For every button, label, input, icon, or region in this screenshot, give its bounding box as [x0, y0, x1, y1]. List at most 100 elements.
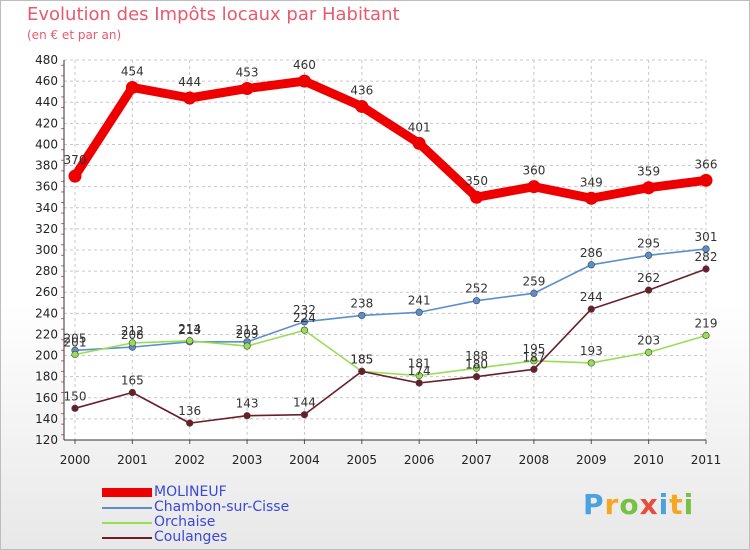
data-point-coulanges: [243, 412, 251, 420]
data-label-orchaise: 185: [350, 352, 373, 366]
data-label-orchaise: 181: [408, 357, 431, 371]
data-label-coulanges: 187: [522, 350, 545, 364]
legend-swatch: [102, 522, 152, 524]
data-label-molineuf: 349: [580, 175, 603, 189]
legend-swatch: [102, 488, 152, 497]
y-tick-label: 420: [35, 116, 58, 130]
data-point-coulanges: [186, 419, 194, 427]
data-label-chambon-sur-cisse: 205: [64, 331, 87, 345]
y-tick-label: 120: [35, 433, 58, 447]
x-tick-label: 2003: [232, 453, 263, 467]
data-point-molineuf: [240, 82, 254, 95]
data-label-chambon-sur-cisse: 213: [178, 323, 201, 337]
data-point-chambon-sur-cisse: [415, 308, 423, 316]
data-label-molineuf: 444: [178, 75, 201, 89]
data-point-orchaise: [186, 337, 194, 345]
y-tick-label: 400: [35, 137, 58, 151]
chart-subtitle: (en € et par an): [27, 28, 122, 42]
data-label-orchaise: 214: [178, 322, 201, 336]
data-label-chambon-sur-cisse: 208: [121, 328, 144, 342]
data-point-orchaise: [128, 339, 136, 347]
series-line-orchaise: [74, 329, 707, 377]
data-point-coulanges: [645, 286, 653, 294]
data-label-orchaise: 209: [236, 327, 259, 341]
logo-letter: i: [683, 488, 695, 521]
data-label-molineuf: 370: [64, 153, 87, 167]
data-point-orchaise: [243, 342, 251, 350]
y-tick-label: 260: [35, 285, 58, 299]
data-point-orchaise: [472, 364, 481, 372]
data-label-molineuf: 436: [350, 83, 373, 97]
data-label-coulanges: 180: [465, 358, 488, 372]
data-label-chambon-sur-cisse: 286: [580, 246, 603, 260]
series-line-chambon-sur-cisse: [74, 248, 707, 352]
data-label-molineuf: 366: [695, 157, 718, 171]
x-tick-label: 2007: [461, 453, 492, 467]
data-label-orchaise: 195: [522, 342, 545, 356]
y-tick-label: 380: [35, 159, 58, 173]
data-point-molineuf: [699, 173, 713, 187]
legend-swatch: [102, 507, 152, 509]
chart-title: Evolution des Impôts locaux par Habitant: [27, 4, 400, 25]
data-point-coulanges: [530, 365, 538, 373]
data-label-molineuf: 401: [408, 120, 431, 134]
legend-label: MOLINEUF: [154, 484, 227, 500]
data-point-coulanges: [472, 373, 481, 381]
y-tick-label: 300: [35, 243, 58, 257]
y-tick-label: 140: [35, 412, 58, 426]
y-tick-label: 480: [35, 53, 58, 67]
data-point-chambon-sur-cisse: [702, 245, 710, 253]
data-point-coulanges: [300, 411, 309, 419]
y-tick-label: 200: [35, 349, 58, 363]
data-point-chambon-sur-cisse: [530, 289, 538, 297]
data-label-coulanges: 174: [408, 364, 431, 378]
y-tick-label: 240: [35, 306, 58, 320]
data-label-orchaise: 188: [465, 349, 488, 363]
legend-label: Coulanges: [154, 529, 228, 545]
data-label-chambon-sur-cisse: 241: [408, 293, 431, 307]
data-point-coulanges: [358, 367, 366, 375]
data-label-chambon-sur-cisse: 301: [695, 230, 718, 244]
data-label-coulanges: 144: [293, 396, 316, 410]
data-label-molineuf: 350: [465, 174, 488, 188]
x-tick-label: 2002: [174, 453, 205, 467]
data-point-orchaise: [702, 331, 710, 340]
y-tick-label: 360: [35, 180, 58, 194]
data-label-coulanges: 282: [695, 250, 718, 264]
data-label-orchaise: 224: [293, 311, 316, 325]
data-point-orchaise: [415, 372, 423, 380]
data-point-coulanges: [415, 379, 423, 387]
y-tick-label: 180: [35, 370, 58, 384]
x-tick-label: 2008: [519, 453, 550, 467]
x-tick-label: 2000: [60, 453, 91, 467]
data-label-coulanges: 165: [121, 374, 144, 388]
data-point-coulanges: [587, 305, 595, 313]
data-label-orchaise: 212: [121, 324, 144, 338]
data-label-coulanges: 136: [178, 404, 201, 418]
data-point-coulanges: [128, 388, 136, 397]
proxiti-logo: Proxiti: [583, 488, 694, 521]
data-label-orchaise: 203: [637, 333, 660, 347]
data-point-molineuf: [584, 191, 598, 205]
series-line-coulanges: [74, 268, 707, 424]
data-label-coulanges: 150: [64, 389, 87, 403]
logo-letter: o: [619, 488, 640, 521]
data-point-orchaise: [530, 357, 538, 365]
logo-letter: t: [669, 488, 684, 521]
data-point-orchaise: [300, 326, 309, 334]
x-tick-label: 2011: [691, 453, 722, 467]
legend-label: Chambon-sur-Cisse: [154, 499, 290, 515]
y-tick-label: 440: [35, 95, 58, 109]
y-tick-label: 280: [35, 264, 58, 278]
data-label-molineuf: 454: [121, 64, 144, 78]
data-point-chambon-sur-cisse: [587, 261, 595, 269]
data-label-chambon-sur-cisse: 259: [522, 274, 545, 288]
data-label-chambon-sur-cisse: 232: [293, 303, 316, 317]
data-point-orchaise: [587, 359, 595, 367]
data-point-molineuf: [297, 74, 311, 88]
logo-letter: P: [583, 488, 605, 521]
data-label-coulanges: 244: [580, 290, 603, 304]
data-label-molineuf: 360: [522, 164, 545, 178]
data-point-orchaise: [645, 348, 653, 356]
